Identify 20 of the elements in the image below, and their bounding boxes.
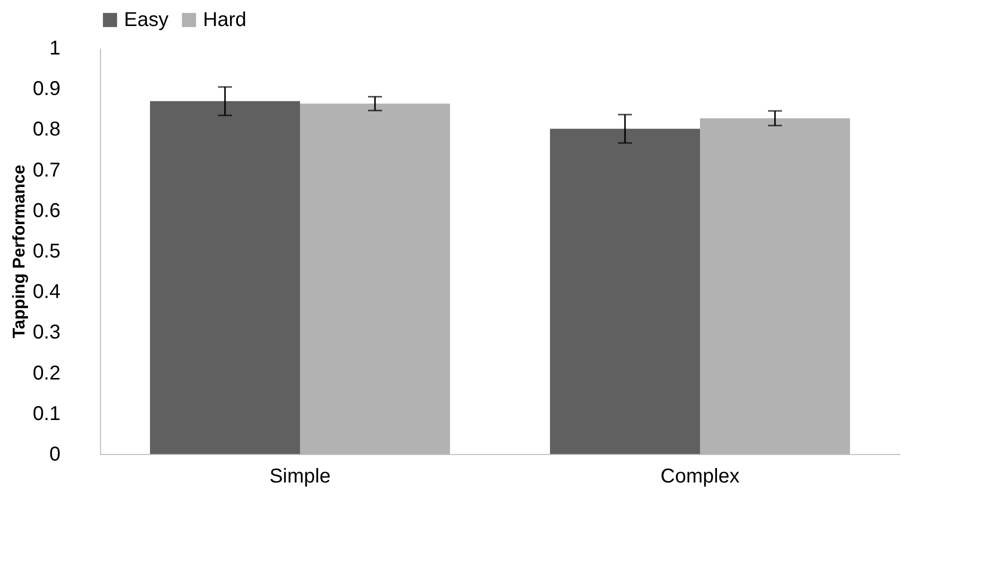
legend-label: Easy	[124, 9, 168, 31]
y-tick-label: 0.4	[32, 281, 60, 304]
bar	[150, 101, 300, 454]
y-axis-title: Tapping Performance	[10, 164, 29, 338]
y-tick-label: 0.5	[32, 240, 60, 262]
bar	[550, 128, 700, 454]
y-tick-label: 0.7	[32, 159, 60, 182]
y-tick-label: 0	[49, 444, 60, 466]
legend-label: Hard	[203, 9, 246, 31]
y-tick-label: 0.8	[32, 118, 60, 141]
y-tick-label: 0.9	[32, 78, 60, 100]
y-tick-label: 0.2	[32, 362, 60, 384]
y-tick-label: 1	[49, 38, 60, 60]
x-tick-label: Complex	[660, 466, 740, 488]
x-tick-label: Simple	[269, 466, 331, 488]
bar	[700, 118, 850, 454]
y-tick-label: 0.1	[32, 402, 60, 425]
y-tick-label: 0.3	[32, 322, 60, 344]
y-tick-label: 0.6	[32, 200, 60, 222]
bar	[300, 104, 450, 454]
